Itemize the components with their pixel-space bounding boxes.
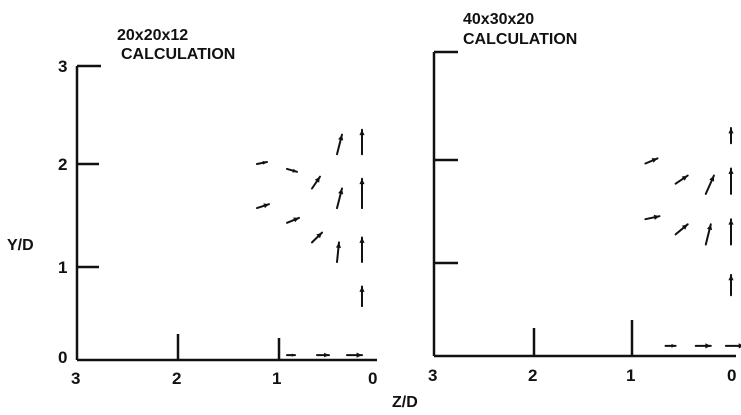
vector-arrowhead <box>314 176 320 183</box>
panel-right: 40x30x20 CALCULATION 3 2 1 0 <box>428 11 741 385</box>
vector-arrowhead <box>707 224 713 231</box>
vector-arrowhead <box>359 129 365 136</box>
vector-arrowhead <box>681 175 688 181</box>
right-vector-field <box>644 127 741 349</box>
right-title-line-1: 40x30x20 <box>463 11 534 28</box>
vector-arrowhead <box>359 178 365 185</box>
vector-arrowhead <box>359 286 365 292</box>
right-x-tick-label: 3 <box>428 366 437 385</box>
vector-arrowhead <box>324 352 329 358</box>
y-axis-label: Y/D <box>7 237 34 254</box>
vector-arrowhead <box>728 219 734 225</box>
vector-arrowhead <box>728 168 734 174</box>
vector-arrowhead <box>359 237 365 243</box>
vector-arrowhead <box>671 343 676 348</box>
left-vector-field <box>256 128 365 358</box>
right-x-tick-label: 0 <box>727 366 736 385</box>
left-y-tick-label: 3 <box>58 57 67 76</box>
vector-arrowhead <box>262 160 267 165</box>
vector-arrowhead <box>681 224 688 230</box>
left-y-tick-label: 1 <box>58 258 67 277</box>
vector-arrowhead <box>728 128 734 134</box>
vector-arrowhead <box>338 188 344 195</box>
left-title-line-2: CALCULATION <box>121 46 235 63</box>
vector-arrowhead <box>728 274 734 281</box>
vector-arrowhead <box>293 217 299 223</box>
right-x-tick-label: 2 <box>528 366 537 385</box>
vector-arrowhead <box>738 343 741 349</box>
left-y-tick-label: 0 <box>58 348 67 367</box>
vector-arrowhead <box>335 242 341 248</box>
vector-arrowhead <box>653 214 660 220</box>
vector-arrowhead <box>651 158 658 163</box>
vector-arrowhead <box>263 203 269 209</box>
vector-arrowhead <box>316 232 322 239</box>
left-y-tick-label: 2 <box>58 155 67 174</box>
left-x-tick-label: 0 <box>368 369 377 388</box>
left-title-line-1: 20x20x12 <box>117 27 188 44</box>
vector-arrowhead <box>709 175 715 182</box>
left-x-tick-label: 2 <box>172 369 181 388</box>
vector-arrowhead <box>705 343 711 349</box>
right-x-tick-label: 1 <box>626 366 635 385</box>
x-axis-label: Z/D <box>392 394 418 411</box>
panel-left: 20x20x12 CALCULATION 3 2 1 0 3 2 1 0 Y/D <box>7 27 377 388</box>
left-x-tick-label: 3 <box>71 369 80 388</box>
right-title-line-2: CALCULATION <box>463 31 577 48</box>
vector-arrowhead <box>292 168 297 173</box>
vector-arrowhead <box>356 352 362 358</box>
left-x-tick-label: 1 <box>272 369 281 388</box>
vector-arrowhead <box>291 353 295 357</box>
vector-arrowhead <box>338 134 344 141</box>
